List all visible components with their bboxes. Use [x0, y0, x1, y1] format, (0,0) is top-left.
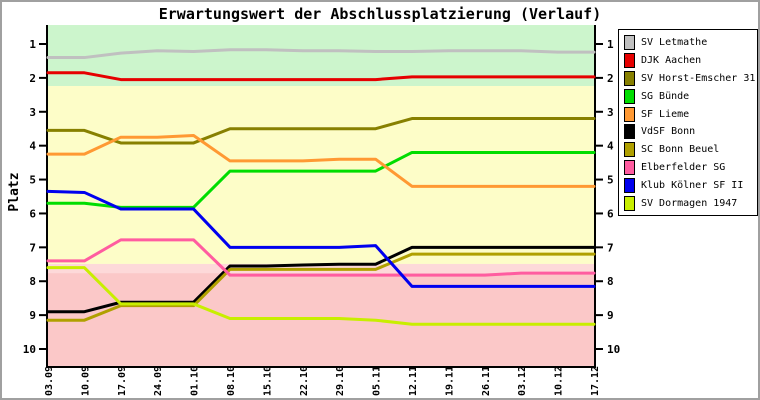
x-tick-label: 10.12	[554, 366, 565, 396]
legend-label: Elberfelder SG	[641, 161, 726, 173]
series-line	[46, 245, 596, 314]
legend-item: SV Dormagen 1947	[624, 194, 757, 212]
legend-color-swatch	[624, 124, 635, 140]
legend: SV Letmathe DJK Aachen SV Horst-Emscher …	[618, 29, 758, 216]
y-tick-label: 3	[607, 106, 614, 119]
legend-color-swatch	[624, 70, 635, 86]
series-line	[46, 266, 596, 326]
legend-item: Klub Kölner SF II	[624, 176, 757, 194]
y-tick-label: 7	[607, 241, 614, 254]
y-tick-label: 2	[607, 72, 614, 85]
legend-label: DJK Aachen	[641, 55, 702, 67]
x-tick-label: 01.10	[190, 366, 201, 396]
series-line	[46, 252, 596, 322]
y-tick-label: 6	[29, 207, 36, 220]
legend-color-swatch	[624, 53, 635, 69]
legend-item: VdSF Bonn	[624, 123, 757, 141]
legend-item: SV Letmathe	[624, 34, 757, 52]
zone-band	[48, 86, 594, 264]
y-tick-label: 10	[23, 343, 36, 356]
y-tick-label: 5	[607, 174, 614, 187]
series-line	[46, 71, 596, 82]
legend-color-swatch	[624, 159, 635, 175]
y-tick-label: 9	[29, 309, 36, 322]
legend-color-swatch	[624, 106, 635, 122]
y-tick-label: 9	[607, 309, 614, 322]
series-line	[46, 117, 596, 145]
legend-label: SC Bonn Beuel	[641, 144, 720, 156]
x-tick-label: 19.11	[444, 366, 455, 396]
legend-item: DJK Aachen	[624, 52, 757, 70]
x-tick-label: 08.10	[226, 366, 237, 396]
y-tick-label: 8	[607, 275, 614, 288]
legend-color-swatch	[624, 195, 635, 211]
series-line	[46, 48, 596, 60]
series-line	[46, 238, 596, 277]
legend-item: SF Lieme	[624, 105, 757, 123]
x-tick-label: 17.09	[117, 366, 128, 396]
legend-label: VdSF Bonn	[641, 126, 696, 138]
x-tick-label: 15.10	[262, 366, 273, 396]
y-tick-label: 8	[29, 275, 36, 288]
y-tick-label: 7	[29, 241, 36, 254]
x-tick-label: 26.11	[481, 366, 492, 396]
legend-label: SV Letmathe	[641, 37, 708, 49]
legend-label: SV Horst-Emscher 31	[641, 72, 756, 84]
y-tick-label: 4	[607, 140, 614, 153]
legend-item: SC Bonn Beuel	[624, 141, 757, 159]
x-tick-label: 10.09	[80, 366, 91, 396]
series-line	[46, 189, 596, 288]
x-tick-label: 17.12	[590, 366, 601, 396]
x-tick-label: 12.11	[408, 366, 419, 396]
chart-title: Erwartungswert der Abschlussplatzierung …	[158, 5, 602, 23]
legend-item: SV Horst-Emscher 31	[624, 70, 757, 88]
y-tick-label: 3	[29, 106, 36, 119]
legend-label: SG Bünde	[641, 90, 690, 102]
legend-color-swatch	[624, 88, 635, 104]
y-tick-label: 4	[29, 140, 36, 153]
x-tick-label: 22.10	[299, 366, 310, 396]
legend-label: Klub Kölner SF II	[641, 179, 744, 191]
x-tick-label: 24.09	[153, 366, 164, 396]
legend-item: Elberfelder SG	[624, 159, 757, 177]
x-tick-label: 03.09	[44, 366, 55, 396]
series-line	[46, 134, 596, 188]
y-tick-label: 2	[29, 72, 36, 85]
legend-item: SG Bünde	[624, 87, 757, 105]
x-tick-label: 29.10	[335, 366, 346, 396]
legend-color-swatch	[624, 177, 635, 193]
y-tick-label: 10	[607, 343, 620, 356]
y-tick-label: 1	[607, 38, 614, 51]
legend-color-swatch	[624, 142, 635, 158]
y-tick-label: 1	[29, 38, 36, 51]
y-tick-label: 6	[607, 207, 614, 220]
legend-label: SF Lieme	[641, 108, 690, 120]
series-line	[46, 150, 596, 209]
y-tick-label: 5	[29, 174, 36, 187]
x-tick-label: 05.11	[372, 366, 383, 396]
legend-color-swatch	[624, 35, 635, 51]
legend-label: SV Dormagen 1947	[641, 197, 738, 209]
x-tick-label: 03.12	[517, 366, 528, 396]
